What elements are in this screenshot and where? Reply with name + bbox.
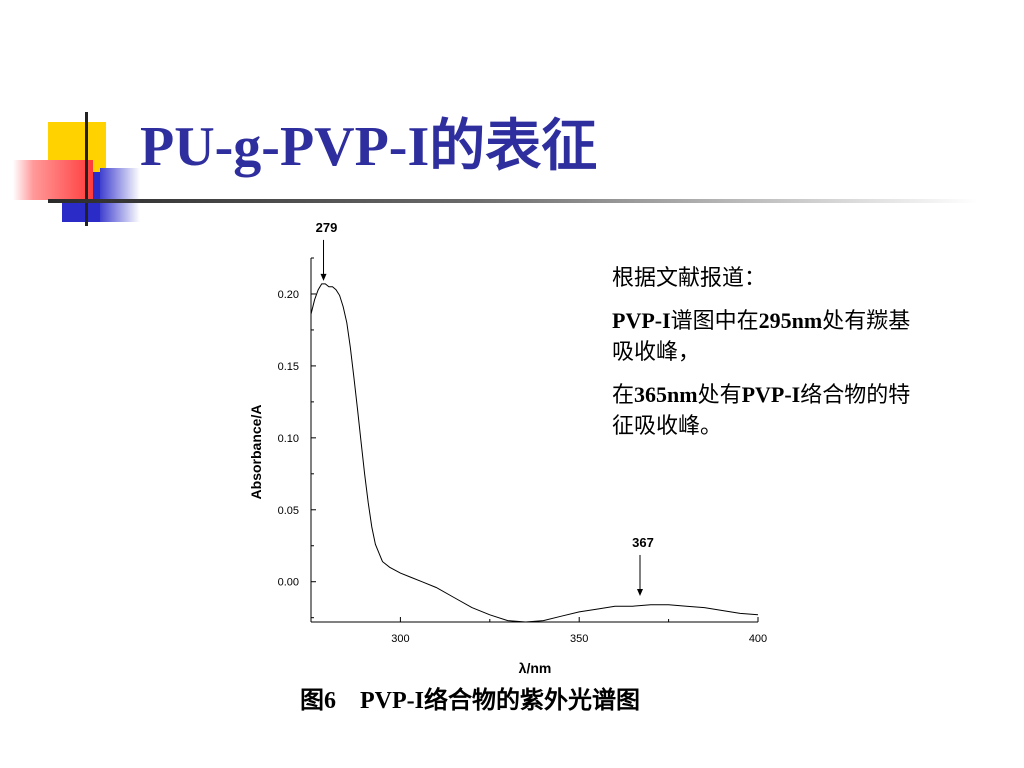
peak-arrowhead: [320, 273, 327, 281]
note-paragraph-2: 在365nm处有PVP-I络合物的特征吸收峰。: [612, 379, 932, 441]
spectrum-line: [310, 283, 759, 623]
y-tick-label: 0.20: [278, 289, 299, 301]
title-underline: [48, 199, 978, 203]
note-p2-b: 处有: [697, 382, 742, 407]
literature-note: 根据文献报道： PVP-I谱图中在295nm处有羰基吸收峰， 在365nm处有P…: [612, 262, 932, 453]
peak-label: 367: [632, 535, 654, 550]
decor-vertical-line: [85, 112, 88, 226]
decor-red-gradient-bar: [13, 160, 93, 200]
note-heading: 根据文献报道：: [612, 265, 767, 290]
y-tick-label: 0.15: [278, 361, 299, 373]
plot-area: 0.00 0.05 0.10 0.15 0.20 300 350 400 279 367: [278, 220, 768, 645]
y-axis-title: Absorbance/A: [248, 405, 264, 500]
note-p2-a: 在: [612, 382, 635, 407]
note-p2-c: PVP-I: [741, 382, 801, 407]
note-paragraph-1: PVP-I谱图中在295nm处有羰基吸收峰，: [612, 305, 932, 367]
x-tick-label: 400: [749, 633, 767, 645]
note-p1-mid2: 处有羰基吸收峰，: [612, 308, 911, 364]
decor-blue-gradient-bar: [100, 168, 140, 222]
note-p2-d: 络合物的特征吸收峰。: [612, 382, 911, 438]
peak-arrowhead: [636, 588, 643, 596]
note-p1-wavelength: 295nm: [758, 308, 823, 333]
y-tick-label: 0.10: [278, 433, 299, 445]
slide-title: PU-g-PVP-I的表征: [140, 116, 598, 178]
x-axis-title: λ/nm: [519, 660, 552, 676]
x-tick-label: 350: [570, 633, 588, 645]
figure-caption: 图6 PVP-I络合物的紫外光谱图: [300, 688, 640, 714]
note-p2-wavelength: 365nm: [634, 382, 698, 407]
note-p1-mid1: 谱图中在: [670, 308, 759, 333]
note-p1-prefix: PVP-I: [612, 308, 671, 333]
y-tick-label: 0.05: [278, 505, 299, 517]
peak-label: 279: [316, 220, 338, 235]
x-tick-label: 300: [391, 633, 409, 645]
y-tick-label: 0.00: [278, 577, 299, 589]
